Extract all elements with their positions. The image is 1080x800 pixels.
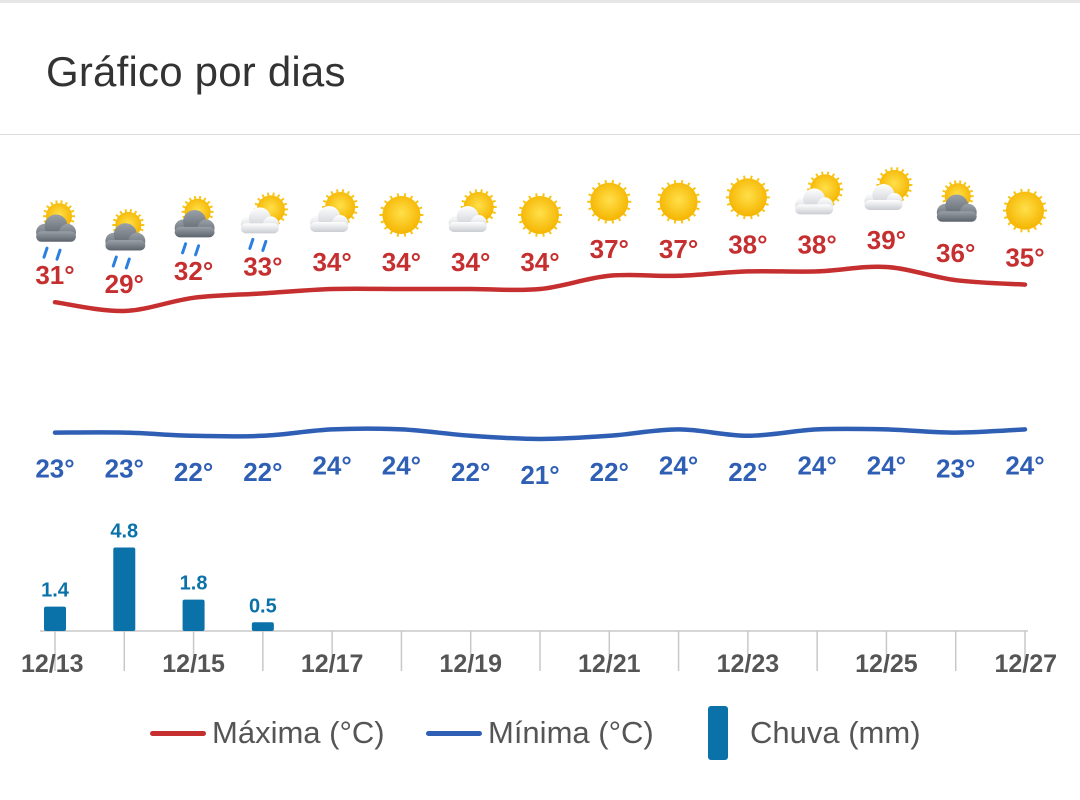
rain-bar	[182, 599, 205, 631]
max-temp-label: 35°	[1005, 243, 1044, 273]
x-tick-label: 12/27	[994, 650, 1057, 678]
x-tick-label: 12/21	[578, 650, 641, 678]
partly-cloudy-icon	[448, 189, 497, 232]
min-temp-line	[52, 426, 1028, 442]
max-temp-label: 32°	[174, 256, 213, 286]
max-temp-label: 33°	[243, 251, 282, 281]
min-temp-label: 22°	[243, 457, 282, 487]
max-temp-label: 38°	[797, 229, 836, 259]
sunny-icon	[379, 193, 424, 237]
weather-chart: 12/13 12/15 12/17 12/19 12/21 12/23 12/25 12/27…	[21, 167, 1057, 678]
rain-value-label: 4.8	[110, 520, 138, 542]
rain-value-label: 1.4	[41, 580, 70, 602]
x-tick-label: 12/23	[717, 650, 780, 678]
max-temp-label: 37°	[590, 234, 629, 264]
x-tick-label: 12/13	[21, 650, 84, 678]
min-temp-label: 24°	[1005, 450, 1044, 480]
min-temp-label: 23°	[936, 454, 975, 484]
legend-item-min: Mínima (°C)	[426, 703, 654, 763]
rain-value-label: 1.8	[180, 573, 208, 595]
max-temp-label: 39°	[867, 225, 906, 255]
legend-swatch-min	[426, 730, 482, 736]
max-temp-label: 34°	[520, 247, 559, 277]
min-temp-label: 24°	[797, 450, 836, 480]
max-temp-label: 34°	[382, 247, 421, 277]
x-tick-label: 12/17	[301, 650, 364, 678]
rain-value-label: 0.5	[249, 595, 277, 617]
thunderstorm-rain-icon	[174, 195, 215, 257]
max-temp-label: 34°	[451, 247, 490, 277]
min-temp-label: 24°	[659, 450, 698, 480]
value-labels: 31° 29° 32° 33° 34° 34° 34° 34° 37° 37° 38° 38° 39° 3…	[35, 225, 1044, 490]
min-temp-label: 22°	[728, 457, 767, 487]
min-temp-label: 22°	[590, 457, 629, 487]
x-tick-label: 12/19	[439, 650, 502, 678]
max-temp-label: 36°	[936, 238, 975, 268]
min-temp-label: 24°	[312, 450, 351, 480]
legend-swatch-max	[150, 730, 206, 736]
sunny-icon	[587, 179, 632, 224]
min-temp-label: 24°	[382, 450, 421, 480]
top-edge	[0, 0, 1080, 3]
max-temp-label: 37°	[659, 234, 698, 264]
legend-label-rain: Chuva (mm)	[750, 715, 921, 750]
x-axis: 12/13 12/15 12/17 12/19 12/21 12/23 12/25 12/27	[21, 630, 1057, 678]
rain-bar	[113, 547, 136, 631]
sunny-icon	[518, 193, 562, 237]
thunderstorm-rain-icon	[36, 200, 76, 261]
partly-cloudy-icon	[864, 167, 913, 210]
rain-bar	[251, 622, 274, 631]
legend-label-max: Máxima (°C)	[212, 715, 385, 750]
legend-item-max: Máxima (°C)	[150, 703, 385, 763]
max-temp-line	[52, 264, 1028, 314]
x-tick-label: 12/15	[162, 650, 225, 678]
cloudy-sun-dark-icon	[936, 180, 977, 222]
page-title: Gráfico por dias	[46, 48, 346, 95]
min-temp-label: 24°	[867, 450, 906, 480]
max-temp-label: 34°	[312, 247, 351, 277]
sunny-icon	[656, 179, 701, 224]
partly-cloudy-icon	[795, 171, 844, 215]
max-temp-label: 29°	[105, 269, 144, 299]
min-temp-label: 23°	[35, 454, 74, 484]
partly-cloudy-rain-icon	[240, 192, 288, 252]
sunny-icon	[1003, 188, 1047, 233]
min-temp-label: 21°	[520, 460, 559, 490]
x-tick-label: 12/25	[855, 650, 918, 678]
legend-swatch-rain	[708, 706, 728, 760]
max-temp-label: 31°	[35, 260, 74, 290]
legend: Máxima (°C) Mínima (°C) Chuva (mm)	[0, 703, 1080, 763]
temperature-lines	[52, 264, 1028, 442]
sunny-icon	[725, 175, 770, 220]
rain-bars: 1.4 4.8 1.8 0.5	[41, 520, 277, 631]
partly-cloudy-icon	[310, 189, 359, 232]
rain-bar	[44, 606, 66, 631]
min-temp-label: 22°	[174, 457, 213, 487]
weather-icons	[36, 167, 1047, 270]
legend-item-rain: Chuva (mm)	[708, 703, 921, 763]
thunderstorm-rain-icon	[105, 209, 146, 270]
min-temp-label: 22°	[451, 457, 490, 487]
legend-label-min: Mínima (°C)	[488, 715, 654, 750]
min-temp-label: 23°	[105, 454, 144, 484]
max-temp-label: 38°	[728, 229, 767, 259]
header: Gráfico por dias	[0, 0, 1080, 135]
